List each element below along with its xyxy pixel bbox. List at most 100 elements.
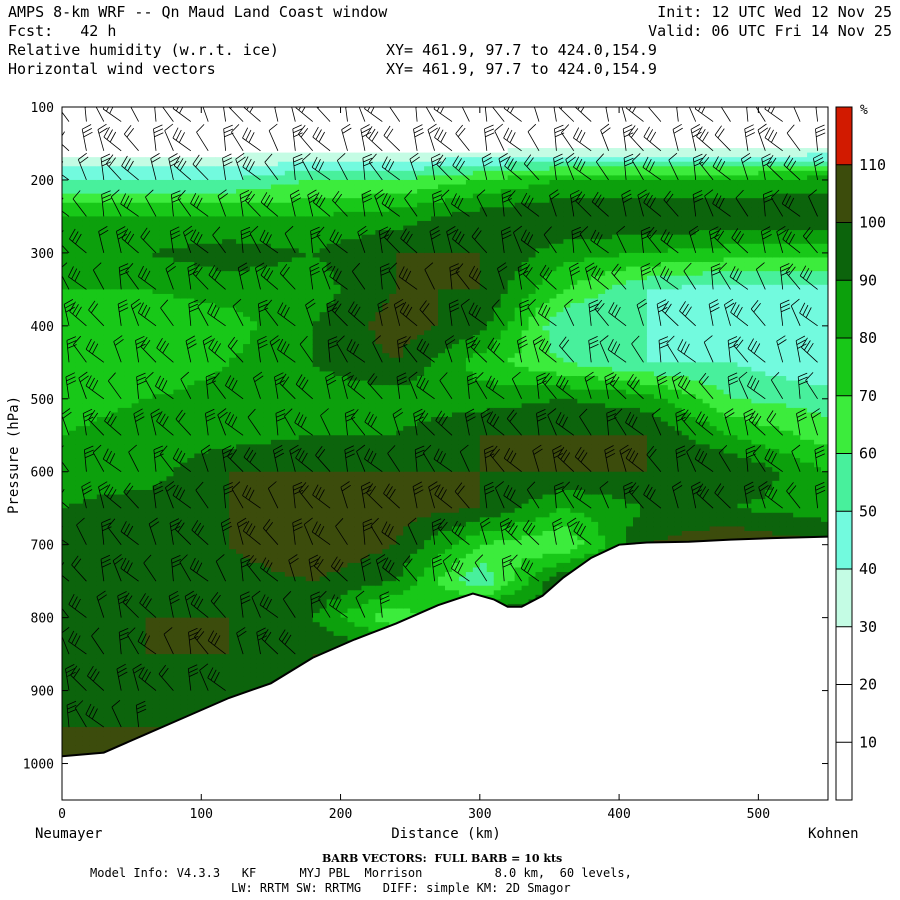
rh-cell	[187, 544, 195, 550]
rh-cell	[166, 581, 175, 587]
rh-cell	[243, 284, 251, 290]
rh-cell	[117, 307, 126, 313]
rh-cell	[229, 225, 237, 231]
rh-cell	[96, 699, 105, 705]
rh-cell	[187, 225, 195, 231]
rh-cell	[131, 608, 140, 614]
rh-cell	[103, 727, 112, 733]
rh-cell	[250, 613, 258, 619]
rh-cell	[89, 234, 98, 240]
rh-cell	[124, 257, 133, 263]
rh-cell	[215, 672, 223, 678]
rh-cell	[159, 553, 168, 559]
rh-cell	[208, 471, 216, 477]
rh-cell	[250, 572, 258, 578]
rh-cell	[124, 585, 133, 591]
rh-cell	[131, 535, 140, 541]
rh-cell	[298, 444, 307, 450]
rh-cell	[256, 517, 265, 523]
rh-cell	[75, 617, 84, 623]
rh-cell	[180, 690, 188, 696]
rh-cell	[236, 262, 244, 268]
rh-cell	[145, 531, 154, 537]
rh-cell	[201, 339, 209, 345]
rh-cell	[159, 207, 168, 213]
rh-cell	[159, 471, 168, 477]
rh-cell	[68, 157, 77, 163]
rh-cell	[124, 644, 133, 651]
rh-cell	[75, 321, 84, 327]
rh-cell	[82, 658, 91, 664]
rh-cell	[159, 695, 168, 701]
rh-cell	[75, 562, 84, 569]
rh-cell	[208, 353, 216, 359]
rh-cell	[243, 234, 251, 240]
rh-cell	[215, 407, 223, 414]
rh-cell	[117, 430, 126, 436]
rh-cell	[103, 184, 112, 190]
rh-cell	[256, 248, 265, 254]
rh-cell	[124, 608, 133, 614]
rh-cell	[180, 526, 188, 532]
rh-cell	[166, 590, 175, 596]
rh-cell	[124, 635, 133, 642]
rh-cell	[68, 412, 77, 418]
rh-cell	[180, 453, 188, 459]
rh-cell	[250, 161, 258, 167]
rh-cell	[284, 622, 293, 628]
rh-cell	[117, 695, 126, 701]
rh-cell	[75, 157, 84, 163]
rh-cell	[194, 699, 202, 705]
rh-cell	[82, 357, 91, 363]
rh-cell	[103, 179, 112, 186]
rh-cell	[75, 599, 84, 605]
rh-cell	[236, 234, 244, 240]
rh-cell	[131, 243, 140, 249]
rh-cell	[75, 590, 84, 596]
rh-cell	[284, 262, 293, 268]
rh-cell	[166, 435, 175, 441]
rh-cell	[180, 266, 188, 272]
rh-cell	[173, 617, 181, 623]
rh-cell	[256, 471, 265, 477]
rh-cell	[236, 521, 244, 528]
rh-cell	[277, 280, 286, 286]
rh-cell	[138, 202, 147, 208]
rh-cell	[222, 179, 230, 186]
rh-cell	[82, 316, 91, 322]
rh-cell	[215, 189, 223, 195]
rh-cell	[187, 581, 195, 587]
rh-cell	[62, 339, 70, 345]
rh-cell	[103, 658, 112, 664]
rh-cell	[236, 512, 244, 518]
rh-cell	[243, 344, 251, 350]
rh-cell	[215, 631, 223, 637]
rh-cell	[159, 202, 168, 208]
rh-cell	[187, 284, 195, 290]
rh-cell	[117, 626, 126, 632]
rh-cell	[215, 663, 223, 669]
rh-cell	[222, 594, 230, 600]
rh-cell	[138, 275, 147, 281]
rh-cell	[291, 234, 300, 240]
rh-cell	[145, 403, 154, 409]
rh-cell	[173, 439, 181, 445]
rh-cell	[208, 380, 216, 386]
rh-cell	[75, 749, 84, 756]
rh-cell	[117, 727, 126, 733]
rh-cell	[284, 202, 293, 208]
rh-cell	[138, 211, 147, 218]
rh-cell	[166, 330, 175, 336]
rh-cell	[270, 617, 279, 623]
rh-cell	[152, 348, 161, 354]
rh-cell	[117, 312, 126, 318]
rh-cell	[138, 344, 147, 350]
rh-cell	[187, 471, 195, 477]
rh-cell	[215, 321, 223, 327]
rh-cell	[215, 330, 223, 336]
rh-cell	[152, 330, 161, 336]
rh-cell	[62, 654, 70, 660]
rh-cell	[298, 462, 307, 468]
rh-cell	[270, 549, 279, 555]
rh-cell	[187, 426, 195, 432]
